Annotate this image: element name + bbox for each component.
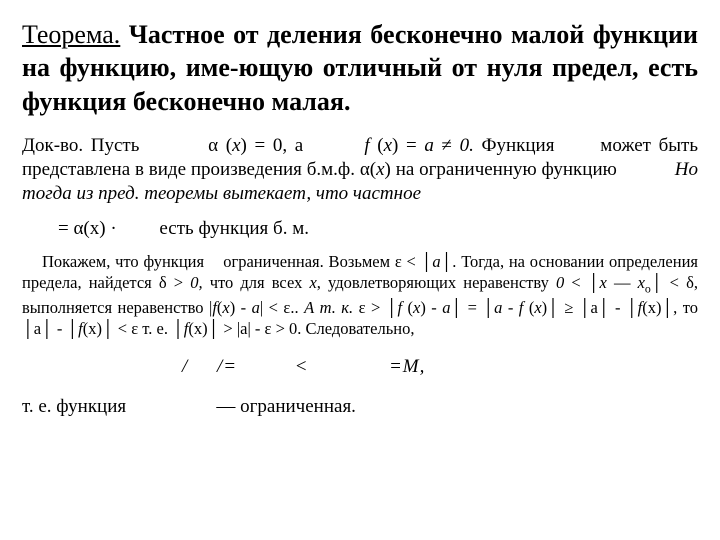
var-a: а <box>252 298 260 317</box>
var-x: х <box>534 298 541 317</box>
var-x: х <box>376 159 384 180</box>
zero: 0 <box>556 273 564 292</box>
var-x: х <box>232 135 240 156</box>
var-x: х <box>599 273 606 292</box>
detail-text: (x)│ < ε т. е. │ <box>83 319 184 338</box>
conclusion-line: т. е. функция — ограниченная. <box>22 395 698 419</box>
detail-paragraph: Покажем, что функция ограниченная. Возьм… <box>22 251 698 339</box>
theorem-block: Теорема. Частное от деления бесконечно м… <box>22 18 698 118</box>
proof-text: ≠ <box>434 135 460 156</box>
var-xo: х <box>638 273 645 292</box>
var-a: а <box>432 252 440 271</box>
detail-text: ) - <box>230 298 252 317</box>
theorem-label: Теорема. <box>22 20 120 49</box>
var-x: х <box>222 298 229 317</box>
proof-paragraph-1: Док-во. Пусть α (х) = 0, а f (х) = а ≠ 0… <box>22 134 698 207</box>
detail-italic: А т. к. <box>304 298 353 317</box>
conclusion-text: т. е. функция <box>22 396 126 417</box>
var-f: f <box>519 298 524 317</box>
var-x: х <box>309 273 316 292</box>
var-x: х <box>384 135 392 156</box>
proof-text: ) на ограниченную функцию <box>385 159 675 180</box>
detail-text: что для всех <box>203 273 310 292</box>
proof-text: ) = <box>392 135 424 156</box>
detail-text: | < ε.. <box>260 298 304 317</box>
detail-text: │ ≥ │a│ - │ <box>547 298 637 317</box>
proof-text: = α(x) · есть функция б. м. <box>58 218 309 239</box>
detail-text: ( <box>402 298 413 317</box>
formula-text: / /= < =M, <box>182 356 425 377</box>
proof-text: ( <box>370 135 384 156</box>
detail-text: < │ <box>564 273 599 292</box>
conclusion-text: — ограниченная. <box>216 396 356 417</box>
proof-paragraph-2: = α(x) · есть функция б. м. <box>22 217 698 241</box>
zero: 0, <box>190 273 202 292</box>
var-a: а <box>424 135 434 156</box>
detail-text: (x)│ > |a| - ε > 0. Следовательно, <box>188 319 414 338</box>
var-a: а <box>442 298 450 317</box>
detail-text: Покажем, что функция ограниченная. Возьм… <box>42 252 432 271</box>
proof-text: Док-во. Пусть α ( <box>22 135 232 156</box>
zero: 0. <box>460 135 474 156</box>
detail-text: удовлетворяющих неравенству <box>321 273 556 292</box>
formula-line: / /= < =M, <box>22 355 698 379</box>
detail-text: ε > │ <box>353 298 397 317</box>
detail-text: │ = │ <box>451 298 495 317</box>
var-x: х <box>413 298 420 317</box>
detail-text: - <box>502 298 518 317</box>
detail-text: — <box>607 273 638 292</box>
theorem-statement: Частное от деления бесконечно малой функ… <box>22 20 698 116</box>
proof-text: ) = 0, а <box>241 135 365 156</box>
